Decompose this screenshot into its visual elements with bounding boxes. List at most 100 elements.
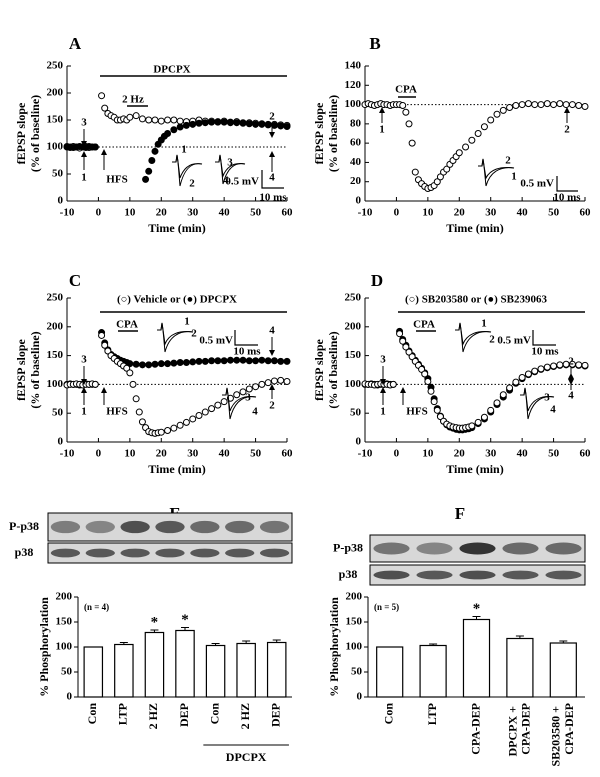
x-tick-label: 40 [517,207,529,219]
data-point [98,92,106,100]
data-point [575,361,583,369]
data-point [148,157,156,164]
data-point [170,359,178,367]
y-tick-label: 200 [47,87,64,99]
data-point [506,384,514,392]
data-point [151,116,159,124]
y-tick-label: 100 [47,141,64,153]
x-tick-label: Con [381,703,395,725]
data-point [568,101,576,109]
scale-bar [532,330,556,346]
annotation: 10 ms [531,346,559,358]
data-point [543,363,551,371]
y-tick-label: 0 [356,195,362,207]
x-tick-label: 0 [394,448,400,460]
blot-label: P-p38 [9,519,39,533]
bar [175,629,195,698]
data-point [455,149,463,157]
data-point [421,370,429,378]
y-axis-title: % Phosphorylation [37,597,51,697]
y-tick-label: 200 [47,320,64,332]
significance-marker: * [181,612,189,628]
annotation: 2 [564,124,570,136]
data-point [270,357,278,365]
x-tick-label: 30 [485,207,497,219]
data-point [402,343,410,351]
x-tick-label: 0 [96,207,102,219]
data-point [524,370,532,378]
bar [419,644,447,698]
annotation: 1 [81,172,87,184]
data-point [537,365,545,373]
data-point [214,401,222,409]
annotation: HFS [106,406,127,418]
data-point [258,380,266,388]
annotation: 2 [191,328,197,340]
x-tick-label: 0 [394,207,400,219]
y-axis-title: (% of baseline) [326,95,340,172]
data-point [208,405,216,413]
data-point [126,369,134,377]
annotation: CPA [395,84,417,96]
data-point [531,101,539,109]
bar [462,618,491,698]
y-tick-label: 100 [346,641,363,653]
blot-band [459,542,496,555]
data-point [436,173,444,181]
data-point [170,424,178,432]
blot-band [190,520,220,534]
annotation: 1 [511,171,517,183]
bar [506,637,534,698]
data-point [145,361,153,369]
data-point [176,421,184,429]
error-bar [119,642,128,645]
data-point [101,341,109,349]
y-tick-label: 20 [350,175,362,187]
y-axis-title: (% of baseline) [28,331,42,408]
data-point [182,418,190,426]
blot-band [502,570,539,580]
data-point [408,139,416,147]
annotation: 1 [181,144,187,156]
bar [205,644,226,698]
x-tick-label: 60 [282,448,294,460]
panel-letter: F [455,504,465,523]
blot-band [155,548,185,558]
data-point [480,413,488,421]
data-point [468,136,476,144]
y-tick-label: 80 [350,117,362,129]
x-tick-label: 50 [548,207,560,219]
annotation: 0.5 mV [199,335,233,347]
annotation: 4 [550,404,556,416]
y-axis-title: fEPSP slope [14,102,28,164]
data-point [151,147,159,155]
data-point [142,175,150,183]
data-point [201,408,209,416]
blot-band [259,520,290,534]
y-axis-title: (% of baseline) [326,331,340,408]
error-bar [429,643,438,646]
annotation: 10 ms [233,346,261,358]
x-tick-label: DEP [268,703,282,727]
y-tick-label: 50 [351,666,363,678]
blot-band [416,542,453,555]
label-line: CPA-DEP [562,703,576,755]
y-tick-label: 50 [52,407,64,419]
y-tick-label: 250 [47,60,64,72]
data-point [512,378,520,386]
data-point [283,378,291,386]
epsp-trace [215,154,246,178]
data-point [91,143,99,151]
error-bar [181,627,189,631]
data-point [145,116,153,124]
data-point [499,106,507,114]
data-point [214,357,222,365]
y-tick-label: 250 [345,292,362,304]
blot-band [259,548,290,558]
label-line: CPA-DEP [518,703,532,755]
data-point [176,123,184,131]
data-point [220,357,228,365]
x-axis-title: Time (min) [446,462,503,476]
error-bar [559,640,568,643]
